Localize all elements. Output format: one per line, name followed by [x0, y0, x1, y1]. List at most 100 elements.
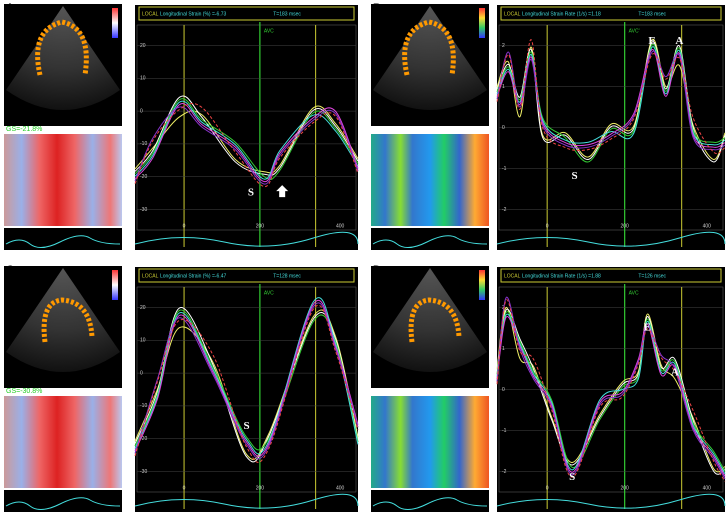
color-scale: [479, 8, 485, 38]
x-tick-label: 0: [546, 485, 549, 491]
annotation: S: [248, 187, 254, 199]
x-tick-label: 400: [336, 223, 345, 229]
header-time: T=128 msec: [273, 273, 301, 279]
plot-frame: [136, 286, 357, 493]
strain-curve: [496, 50, 726, 151]
strain-map: [371, 134, 489, 226]
y-tick-label: -30: [140, 207, 147, 213]
y-tick-label: 0: [502, 387, 505, 393]
strain-curve: [496, 316, 726, 477]
annotation: E: [644, 322, 651, 334]
color-scale: [112, 8, 118, 38]
ecg-trace: [5, 497, 121, 510]
tracking-arc: [41, 297, 95, 343]
echo-fan: [373, 6, 487, 110]
panel: DLOCALLongitudinal Strain Rate (1/s) =1.…: [371, 264, 726, 512]
y-tick-label: -20: [140, 174, 147, 180]
annotation: E: [648, 35, 655, 47]
y-tick-label: 0: [140, 370, 143, 376]
x-tick-label: 200: [256, 223, 265, 229]
ecg-trace: [134, 493, 359, 509]
ecg-trace: [496, 493, 726, 509]
color-scale: [112, 270, 118, 300]
annotation: S: [243, 420, 249, 432]
y-tick-label: 1: [502, 346, 505, 352]
annotation: S: [571, 170, 577, 182]
global-strain: GS=-30.8%: [6, 388, 42, 395]
echo-fan: [6, 268, 120, 372]
header-measure: Longitudinal Strain Rate (1/s) =1.88: [522, 273, 601, 279]
tracking-arc: [408, 297, 462, 343]
tracking-arc: [402, 19, 456, 76]
strain-curve: [134, 98, 359, 180]
ecg-trace: [372, 235, 488, 248]
ecg-strip: [371, 490, 489, 512]
header-time: T=183 msec: [638, 11, 666, 17]
strain-map: [371, 396, 489, 488]
chart-header: [138, 6, 355, 21]
x-tick-label: 400: [703, 485, 712, 491]
x-tick-label: 0: [546, 223, 549, 229]
avc-label: AVC: [629, 290, 639, 296]
header-measure: Longitudinal Strain Rate (1/s) =1.18: [522, 11, 601, 17]
y-tick-label: 10: [140, 76, 146, 82]
chart-bg: [135, 5, 358, 250]
y-tick-label: -1: [502, 166, 507, 172]
strain-curve: [496, 39, 726, 155]
ecg-trace: [134, 231, 359, 247]
header-measure: Longitudinal Strain (%) =-6.47: [160, 273, 227, 279]
ecg-strip: [371, 228, 489, 250]
y-tick-label: 0: [140, 108, 143, 114]
x-tick-label: 0: [183, 485, 186, 491]
y-tick-label: 20: [140, 305, 146, 311]
y-tick-label: -2: [502, 207, 507, 213]
annotation: A: [671, 367, 679, 379]
strain-curve: [134, 103, 359, 183]
x-tick-label: 200: [256, 485, 265, 491]
strain-map: [4, 134, 122, 226]
ecg-trace: [5, 235, 121, 248]
y-tick-label: 0: [502, 125, 505, 131]
y-tick-label: -1: [502, 428, 507, 434]
x-tick-label: 400: [336, 485, 345, 491]
strain-map: [4, 396, 122, 488]
y-tick-label: 20: [140, 43, 146, 49]
annotation: A: [675, 35, 683, 47]
ecg-trace: [496, 231, 726, 247]
header-measure: Longitudinal Strain (%) =-6.73: [160, 11, 227, 17]
y-tick-label: 2: [502, 43, 505, 49]
echo-fan: [373, 268, 487, 372]
chart-bg: [135, 267, 358, 512]
y-tick-label: -30: [140, 469, 147, 475]
x-tick-label: 200: [621, 485, 630, 491]
header-time: T=126 msec: [638, 273, 666, 279]
avc-label: AVC': [629, 28, 640, 34]
echo-fan: [6, 6, 120, 110]
color-scale: [479, 270, 485, 300]
y-tick-label: -10: [140, 403, 147, 409]
x-tick-label: 400: [703, 223, 712, 229]
header-mode: LOCAL: [142, 11, 159, 17]
x-tick-label: 200: [621, 223, 630, 229]
global-strain: GS=-21.8%: [6, 126, 42, 133]
chart-header: [500, 268, 722, 283]
header-mode: LOCAL: [142, 273, 159, 279]
strain-curve: [496, 313, 726, 475]
header-mode: LOCAL: [504, 11, 521, 17]
y-tick-label: -20: [140, 436, 147, 442]
y-tick-label: 10: [140, 338, 146, 344]
strain-curve: [134, 100, 359, 180]
strain-curve: [134, 305, 359, 463]
header-time: T=183 msec: [273, 11, 301, 17]
strain-curve: [496, 311, 726, 472]
tracking-arc: [35, 19, 89, 76]
strain-curve: [496, 297, 726, 480]
y-tick-label: -2: [502, 469, 507, 475]
strain-curve: [134, 302, 359, 460]
y-tick-label: 1: [502, 84, 505, 90]
chart-header: [138, 268, 355, 283]
strain-curve: [496, 308, 726, 475]
